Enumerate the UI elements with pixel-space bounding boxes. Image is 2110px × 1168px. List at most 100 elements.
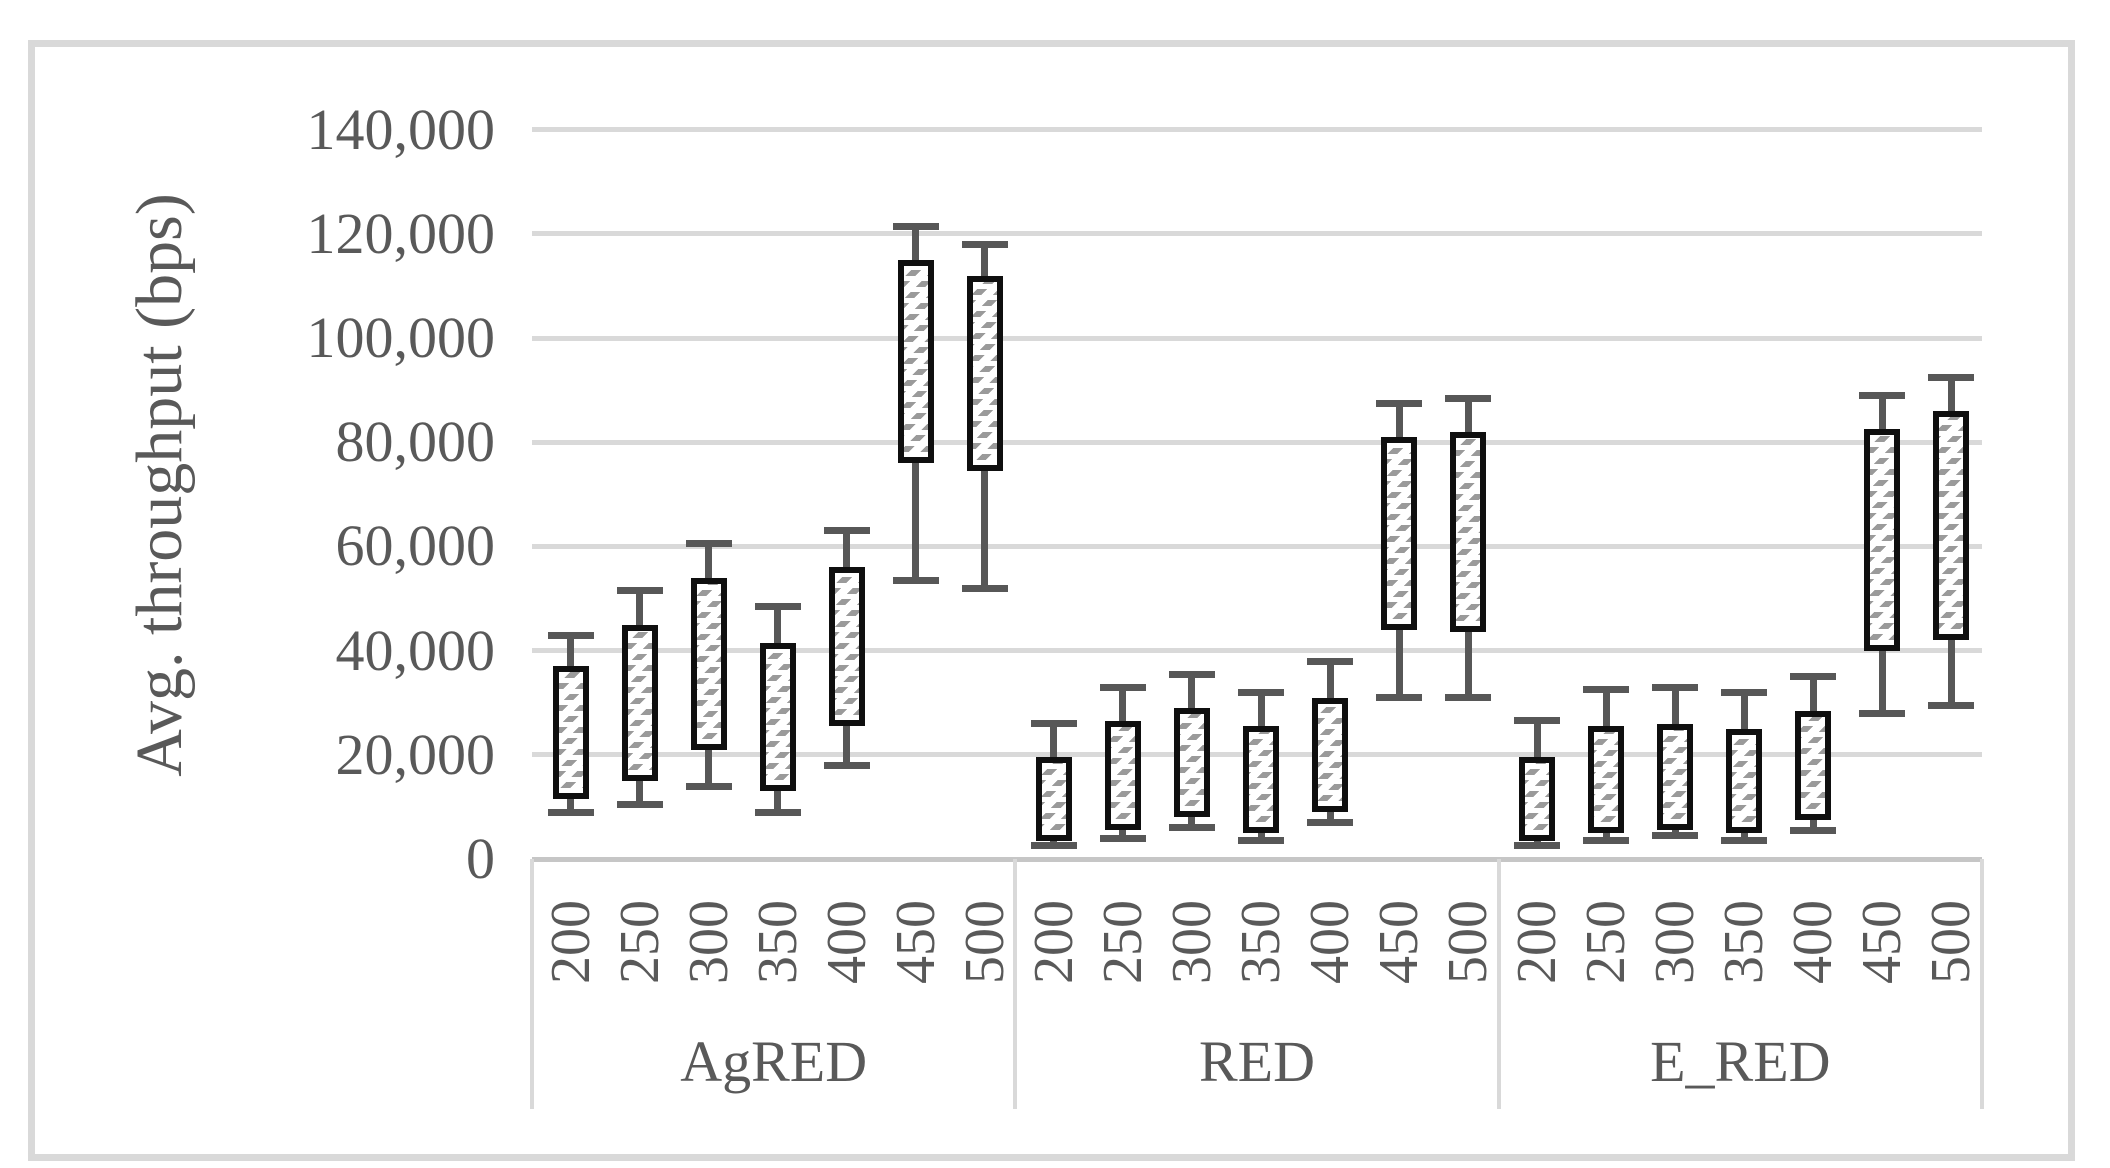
box-AgRED-500 bbox=[966, 275, 1003, 471]
whisker-top-line bbox=[705, 543, 713, 578]
whisker-top-line bbox=[1671, 687, 1679, 724]
y-tick-label: 40,000 bbox=[335, 617, 496, 683]
whisker-bottom-line bbox=[1602, 832, 1610, 841]
box-AgRED-450 bbox=[897, 260, 934, 464]
box-AgRED-250 bbox=[621, 624, 658, 781]
whisker-top-line bbox=[1188, 674, 1196, 708]
whisker-top-line bbox=[567, 635, 575, 667]
box-AgRED-300 bbox=[690, 577, 727, 750]
whisker-top-cap bbox=[1376, 399, 1423, 407]
whisker-bottom-cap bbox=[1790, 826, 1837, 834]
whisker-top-cap bbox=[616, 587, 663, 595]
gridline-140000 bbox=[532, 127, 1982, 133]
whisker-top-cap bbox=[547, 631, 594, 639]
whisker-bottom-cap bbox=[685, 782, 732, 790]
whisker-top-cap bbox=[961, 240, 1008, 248]
whisker-top-cap bbox=[1721, 688, 1768, 696]
whisker-bottom-cap bbox=[1307, 819, 1354, 827]
whisker-top-cap bbox=[892, 222, 939, 230]
category-separator bbox=[1980, 859, 1984, 1109]
whisker-bottom-line bbox=[1464, 632, 1472, 698]
whisker-top-cap bbox=[823, 527, 870, 535]
whisker-top-line bbox=[1809, 676, 1817, 711]
box-RED-250 bbox=[1104, 720, 1141, 831]
box-E_RED-200 bbox=[1519, 757, 1556, 841]
whisker-top-line bbox=[843, 530, 851, 568]
whisker-bottom-line bbox=[774, 791, 782, 813]
whisker-top-line bbox=[1947, 377, 1955, 412]
whisker-top-cap bbox=[1928, 373, 1975, 381]
whisker-bottom-cap bbox=[1721, 837, 1768, 845]
whisker-bottom-cap bbox=[1376, 694, 1423, 702]
whisker-top-cap bbox=[1859, 391, 1906, 399]
gridline-60000 bbox=[532, 543, 1982, 549]
whisker-top-cap bbox=[1168, 670, 1215, 678]
y-tick-label: 60,000 bbox=[335, 513, 496, 579]
y-tick-label: 140,000 bbox=[306, 96, 496, 162]
box-E_RED-400 bbox=[1795, 710, 1832, 820]
whisker-top-cap bbox=[1307, 657, 1354, 665]
whisker-bottom-cap bbox=[616, 800, 663, 808]
whisker-bottom-line bbox=[843, 726, 851, 766]
whisker-bottom-cap bbox=[1514, 842, 1561, 850]
box-E_RED-450 bbox=[1864, 429, 1901, 651]
whisker-top-cap bbox=[1445, 394, 1492, 402]
whisker-bottom-line bbox=[636, 780, 644, 805]
box-RED-200 bbox=[1035, 757, 1072, 841]
category-separator bbox=[530, 859, 534, 1109]
box-AgRED-350 bbox=[759, 642, 796, 792]
whisker-top-cap bbox=[754, 602, 801, 610]
whisker-bottom-line bbox=[1947, 640, 1955, 706]
whisker-top-line bbox=[1878, 395, 1886, 430]
whisker-bottom-cap bbox=[1652, 832, 1699, 840]
whisker-top-cap bbox=[1238, 688, 1284, 696]
whisker-bottom-cap bbox=[1168, 824, 1215, 832]
whisker-bottom-cap bbox=[1859, 709, 1906, 717]
whisker-top-line bbox=[1602, 689, 1610, 727]
whisker-bottom-line bbox=[981, 470, 989, 589]
box-RED-500 bbox=[1450, 431, 1487, 633]
whisker-top-line bbox=[774, 606, 782, 643]
y-tick-label: 80,000 bbox=[335, 409, 496, 475]
whisker-bottom-cap bbox=[1099, 834, 1146, 842]
box-E_RED-500 bbox=[1933, 411, 1970, 641]
group-label-RED: RED bbox=[1199, 1029, 1315, 1094]
gridline-120000 bbox=[532, 231, 1982, 237]
whisker-bottom-cap bbox=[754, 808, 801, 816]
whisker-bottom-line bbox=[1326, 812, 1334, 823]
whisker-top-line bbox=[1119, 687, 1127, 721]
category-separator bbox=[1496, 859, 1501, 1109]
whisker-bottom-line bbox=[567, 799, 575, 813]
whisker-bottom-line bbox=[1188, 817, 1196, 828]
box-RED-300 bbox=[1173, 707, 1210, 818]
box-E_RED-350 bbox=[1726, 728, 1763, 833]
whisker-bottom-line bbox=[1395, 629, 1403, 698]
whisker-top-line bbox=[1257, 692, 1265, 727]
box-AgRED-400 bbox=[828, 567, 865, 727]
category-separator bbox=[1013, 859, 1018, 1109]
gridline-40000 bbox=[532, 648, 1982, 654]
y-tick-label: 20,000 bbox=[335, 721, 496, 787]
y-tick-label: 100,000 bbox=[306, 305, 496, 371]
whisker-top-line bbox=[1395, 403, 1403, 438]
whisker-top-cap bbox=[1030, 720, 1077, 728]
gridline-100000 bbox=[532, 335, 1982, 341]
whisker-top-cap bbox=[1514, 717, 1561, 725]
whisker-bottom-cap bbox=[1928, 701, 1975, 709]
box-RED-350 bbox=[1243, 726, 1279, 833]
whisker-bottom-cap bbox=[892, 576, 939, 584]
box-AgRED-200 bbox=[552, 666, 589, 800]
group-label-AgRED: AgRED bbox=[680, 1029, 868, 1094]
y-tick-label: 120,000 bbox=[306, 200, 496, 266]
whisker-top-line bbox=[1533, 720, 1541, 758]
x-axis-line bbox=[532, 856, 1982, 862]
whisker-top-line bbox=[1740, 692, 1748, 729]
y-tick-label: 0 bbox=[466, 826, 495, 891]
whisker-top-cap bbox=[1583, 686, 1630, 694]
box-E_RED-250 bbox=[1588, 726, 1625, 833]
whisker-bottom-line bbox=[1119, 830, 1127, 839]
whisker-bottom-cap bbox=[823, 761, 870, 769]
gridline-80000 bbox=[532, 439, 1982, 445]
whisker-top-cap bbox=[685, 540, 732, 548]
